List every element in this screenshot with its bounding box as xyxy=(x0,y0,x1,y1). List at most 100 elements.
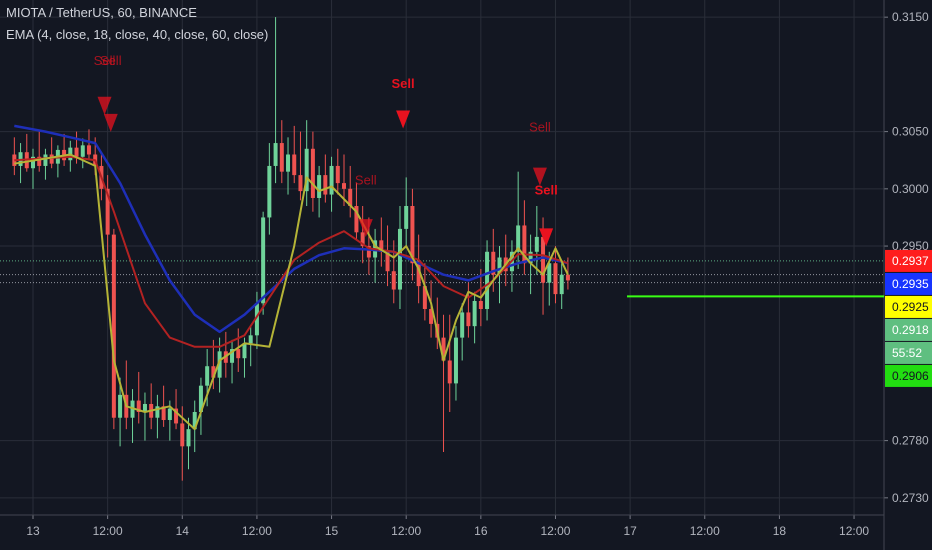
candle-body[interactable] xyxy=(136,400,141,412)
candle-body[interactable] xyxy=(541,236,546,283)
symbol-title[interactable]: MIOTA / TetherUS, 60, BINANCE xyxy=(6,5,197,20)
candle-body[interactable] xyxy=(354,206,359,233)
candle-body[interactable] xyxy=(348,188,353,206)
x-tick-label: 12:00 xyxy=(391,524,421,538)
candle-body[interactable] xyxy=(304,148,309,192)
candle-body[interactable] xyxy=(422,286,427,309)
y-tick-label: 0.2780 xyxy=(892,434,929,448)
candle-body[interactable] xyxy=(429,309,434,324)
candle-body[interactable] xyxy=(553,263,558,295)
candle-body[interactable] xyxy=(335,165,340,184)
candle-body[interactable] xyxy=(74,147,79,157)
candle-body[interactable] xyxy=(49,154,54,164)
sell-arrow[interactable] xyxy=(532,167,547,186)
candle-body[interactable] xyxy=(254,303,259,336)
ema-4-line xyxy=(14,153,569,431)
candle-body[interactable] xyxy=(286,154,291,172)
candle-body[interactable] xyxy=(453,337,458,384)
candle-body[interactable] xyxy=(267,165,272,218)
candle-body[interactable] xyxy=(385,251,390,272)
sell-signal-label: Sell xyxy=(94,53,116,68)
candle-body[interactable] xyxy=(416,263,421,287)
candle-body[interactable] xyxy=(528,251,533,264)
candle-body[interactable] xyxy=(410,206,415,264)
candle-body[interactable] xyxy=(198,385,203,412)
candle-body[interactable] xyxy=(478,300,483,309)
candle-body[interactable] xyxy=(273,143,278,166)
candle-body[interactable] xyxy=(205,366,210,386)
candle-body[interactable] xyxy=(31,156,35,169)
candle-body[interactable] xyxy=(485,251,490,309)
candle-body[interactable] xyxy=(323,175,328,195)
sell-arrow[interactable] xyxy=(396,110,411,129)
candle-body[interactable] xyxy=(522,225,527,264)
candle-body[interactable] xyxy=(342,183,346,189)
sell-arrow[interactable] xyxy=(539,228,554,247)
candle-body[interactable] xyxy=(329,165,334,195)
candle-body[interactable] xyxy=(472,300,477,327)
price-axis-tag-label: 0.2918 xyxy=(892,323,929,337)
candle-body[interactable] xyxy=(192,412,197,430)
candle-body[interactable] xyxy=(391,271,396,290)
candle-body[interactable] xyxy=(86,145,91,155)
candle-body[interactable] xyxy=(80,145,85,157)
candle-body[interactable] xyxy=(236,349,241,359)
candle-body[interactable] xyxy=(230,349,235,363)
candle-body[interactable] xyxy=(118,394,123,418)
candle-body[interactable] xyxy=(310,148,315,198)
candle-body[interactable] xyxy=(298,175,303,192)
candle-body[interactable] xyxy=(174,408,179,424)
candle-body[interactable] xyxy=(180,423,185,447)
candle-body[interactable] xyxy=(447,360,452,384)
ema-legend[interactable]: EMA (4, close, 18, close, 40, close, 60,… xyxy=(6,27,269,42)
candle-body[interactable] xyxy=(491,251,496,275)
candle-body[interactable] xyxy=(497,257,502,275)
candle-body[interactable] xyxy=(559,274,564,295)
candle-body[interactable] xyxy=(292,154,297,176)
sell-arrow[interactable] xyxy=(97,96,112,115)
candle-body[interactable] xyxy=(565,274,570,281)
candle-body[interactable] xyxy=(43,154,48,166)
candle-body[interactable] xyxy=(466,312,471,327)
candle-body[interactable] xyxy=(379,240,384,252)
candle-body[interactable] xyxy=(547,263,552,283)
sell-arrow[interactable] xyxy=(103,113,118,132)
candle-body[interactable] xyxy=(460,312,465,338)
candle-body[interactable] xyxy=(167,408,172,421)
candle-body[interactable] xyxy=(360,232,365,247)
candle-body[interactable] xyxy=(155,406,160,418)
candle-body[interactable] xyxy=(217,351,222,378)
candle-body[interactable] xyxy=(161,406,166,421)
candle-body[interactable] xyxy=(279,143,284,172)
x-tick-label: 13 xyxy=(26,524,40,538)
candle-body[interactable] xyxy=(186,429,191,447)
candle-body[interactable] xyxy=(397,228,402,290)
x-tick-label: 12:00 xyxy=(93,524,123,538)
candle-body[interactable] xyxy=(534,236,539,252)
x-tick-label: 18 xyxy=(773,524,787,538)
y-tick-label: 0.3000 xyxy=(892,182,929,196)
candle-body[interactable] xyxy=(111,234,116,418)
price-axis-tag-label: 0.2925 xyxy=(892,300,929,314)
price-axis-tag xyxy=(885,272,932,295)
sell-arrow[interactable] xyxy=(358,219,373,238)
sell-signal-label: Sell xyxy=(392,76,415,91)
candle-body[interactable] xyxy=(211,366,216,378)
sell-signal-label: Sell xyxy=(535,183,558,198)
x-tick-label: 16 xyxy=(474,524,488,538)
candle-body[interactable] xyxy=(317,175,322,198)
price-axis-tag xyxy=(885,295,932,318)
candle-body[interactable] xyxy=(142,403,147,412)
candle-body[interactable] xyxy=(105,188,110,235)
y-tick-label: 0.2950 xyxy=(892,239,929,253)
candle-body[interactable] xyxy=(516,225,521,252)
candle-body[interactable] xyxy=(261,217,266,304)
candle-body[interactable] xyxy=(441,337,446,361)
candle-body[interactable] xyxy=(248,335,253,344)
candle-body[interactable] xyxy=(37,156,42,166)
candle-body[interactable] xyxy=(242,343,247,359)
x-tick-label: 14 xyxy=(176,524,190,538)
candle-body[interactable] xyxy=(366,246,371,258)
candle-body[interactable] xyxy=(404,206,409,229)
